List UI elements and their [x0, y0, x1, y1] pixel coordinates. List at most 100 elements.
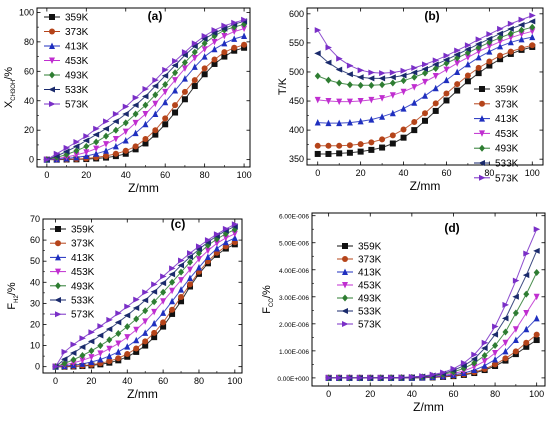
data-point: [357, 117, 364, 125]
data-point: [122, 103, 130, 110]
data-point: [471, 363, 478, 371]
data-point: [161, 72, 169, 79]
data-point: [512, 348, 519, 355]
legend-item: 533K: [44, 85, 89, 96]
data-point: [142, 136, 149, 143]
data-point: [115, 330, 122, 338]
legend-label: 359K: [358, 242, 382, 253]
data-point: [152, 77, 159, 84]
x-tick-label: 40: [122, 376, 132, 386]
data-point: [522, 272, 530, 279]
legend-marker: [479, 174, 486, 181]
data-point: [204, 253, 211, 260]
y-tick-label: 40: [24, 96, 34, 106]
data-point: [357, 148, 364, 155]
data-point: [324, 59, 332, 66]
y-axis-title-subscript: H2: [14, 295, 20, 303]
data-point: [497, 34, 504, 42]
data-point: [442, 56, 450, 63]
legend-marker: [478, 160, 485, 166]
data-point: [518, 26, 525, 34]
data-point: [122, 111, 129, 117]
x-tick-label: 80: [200, 170, 210, 180]
data-point: [475, 36, 483, 43]
legend-item: 573K: [44, 100, 89, 111]
data-point: [112, 142, 119, 150]
data-point: [72, 143, 80, 150]
data-point: [93, 138, 100, 146]
data-point: [61, 348, 69, 355]
data-point: [169, 297, 176, 305]
data-point: [464, 72, 471, 79]
data-point: [501, 315, 509, 322]
data-point: [142, 329, 149, 336]
data-point: [172, 69, 179, 77]
data-point: [191, 77, 198, 84]
data-point: [486, 48, 493, 55]
data-point: [518, 45, 525, 52]
legend-label: 493K: [495, 144, 519, 155]
y-tick-label: 30: [30, 298, 40, 308]
data-point: [213, 231, 221, 238]
y-tick-label: 40: [30, 277, 40, 287]
data-point: [314, 27, 322, 34]
data-point: [241, 25, 248, 33]
data-point: [222, 238, 229, 246]
data-point: [453, 51, 461, 58]
series-373K: [314, 42, 536, 149]
data-point: [211, 45, 218, 53]
data-point: [507, 34, 514, 42]
data-point: [73, 147, 80, 155]
data-point: [103, 152, 110, 159]
legend-marker: [342, 282, 348, 289]
data-point: [367, 374, 374, 381]
legend-marker: [49, 57, 55, 64]
data-point: [96, 332, 104, 339]
data-point: [512, 336, 519, 344]
y-axis-title-unit: /%: [261, 285, 273, 298]
data-point: [220, 25, 228, 32]
data-point: [178, 268, 185, 276]
y-tick-label: 4.00E-006: [279, 268, 309, 275]
data-point: [378, 75, 386, 82]
legend-item: 413K: [44, 42, 89, 53]
data-point: [133, 326, 140, 334]
data-point: [325, 44, 332, 51]
data-point: [411, 64, 418, 71]
data-point: [389, 140, 396, 147]
data-point: [411, 99, 418, 106]
data-point: [88, 329, 95, 336]
data-point: [432, 57, 440, 64]
data-point: [325, 374, 333, 381]
legend-item: 453K: [50, 267, 95, 278]
data-point: [141, 93, 149, 100]
legend-label: 413K: [65, 42, 89, 53]
data-point: [178, 294, 185, 301]
data-point: [181, 88, 188, 95]
data-point: [142, 307, 149, 315]
data-point: [201, 32, 209, 39]
data-point: [152, 110, 159, 117]
legend-marker: [479, 144, 485, 152]
data-point: [389, 69, 397, 76]
data-point: [379, 136, 386, 143]
legend-label: 573K: [495, 173, 519, 184]
data-point: [160, 298, 167, 305]
legend-marker: [342, 256, 348, 262]
data-point: [178, 298, 185, 305]
data-point: [411, 73, 418, 81]
data-point: [142, 140, 149, 147]
legend-item: 493K: [44, 71, 89, 82]
data-point: [162, 115, 169, 122]
legend-label: 453K: [495, 129, 519, 140]
legend-label: 359K: [495, 85, 519, 96]
data-point: [162, 121, 169, 128]
data-point: [187, 281, 194, 288]
data-point: [400, 77, 407, 85]
data-point: [123, 312, 131, 319]
data-point: [497, 56, 504, 63]
legend-label: 413K: [71, 253, 95, 264]
x-tick-label: 80: [490, 389, 500, 399]
data-point: [440, 369, 447, 376]
data-point: [346, 374, 353, 381]
